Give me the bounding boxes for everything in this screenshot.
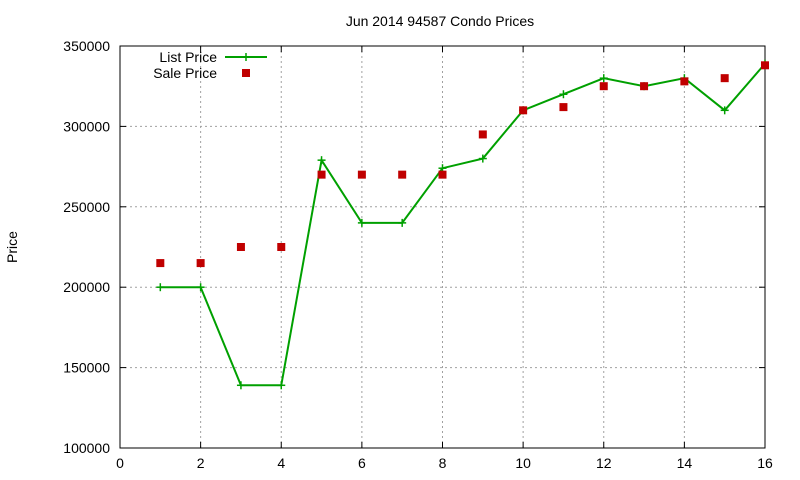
data-point <box>398 218 407 227</box>
data-point <box>398 170 407 179</box>
series-line <box>160 63 766 387</box>
x-tick-label: 12 <box>596 455 612 471</box>
y-tick-label: 300000 <box>63 118 110 134</box>
series-list-price <box>156 59 769 390</box>
x-tick-label: 2 <box>197 455 205 471</box>
data-point <box>357 218 366 227</box>
grid-lines <box>120 46 765 448</box>
y-tick-label: 350000 <box>63 38 110 54</box>
x-tick-label: 16 <box>757 455 773 471</box>
data-point <box>236 381 245 390</box>
x-tick-label: 14 <box>677 455 693 471</box>
data-point <box>196 283 205 292</box>
data-point <box>156 283 165 292</box>
y-axis-label: Price <box>4 231 20 263</box>
y-tick-label: 250000 <box>63 199 110 215</box>
data-point <box>559 103 568 112</box>
y-tick-label: 150000 <box>63 360 110 376</box>
data-point <box>196 259 205 268</box>
y-tick-label: 100000 <box>63 440 110 456</box>
legend-marker <box>242 53 250 61</box>
x-tick-label: 6 <box>358 455 366 471</box>
legend-label: List Price <box>159 49 217 65</box>
data-point <box>156 259 165 268</box>
legend-label: Sale Price <box>153 65 217 81</box>
data-point <box>559 90 568 99</box>
legend-marker <box>242 69 250 77</box>
data-point <box>478 154 487 163</box>
data-point <box>478 130 487 139</box>
x-tick-label: 4 <box>277 455 285 471</box>
x-tick-label: 8 <box>439 455 447 471</box>
data-point <box>680 77 689 86</box>
data-point <box>761 61 769 70</box>
data-point <box>640 82 649 91</box>
data-point <box>599 82 608 91</box>
chart-title: Jun 2014 94587 Condo Prices <box>346 13 534 29</box>
series-group <box>156 59 769 390</box>
x-tick-label: 0 <box>116 455 124 471</box>
data-point <box>357 170 366 179</box>
data-point <box>720 106 729 115</box>
data-point <box>599 74 608 83</box>
data-point <box>317 156 326 165</box>
data-point <box>236 243 245 251</box>
axes: 0 2 4 6 8 10 12 14 16 100000 150000 200000 250000 300… <box>63 38 773 471</box>
data-point <box>720 74 729 83</box>
series-sale-price <box>156 61 769 268</box>
data-point <box>277 381 286 390</box>
data-point <box>317 170 326 179</box>
data-point <box>438 170 447 179</box>
data-point <box>277 243 286 251</box>
x-tick-label: 10 <box>515 455 531 471</box>
y-tick-label: 200000 <box>63 279 110 295</box>
data-point <box>519 106 528 115</box>
